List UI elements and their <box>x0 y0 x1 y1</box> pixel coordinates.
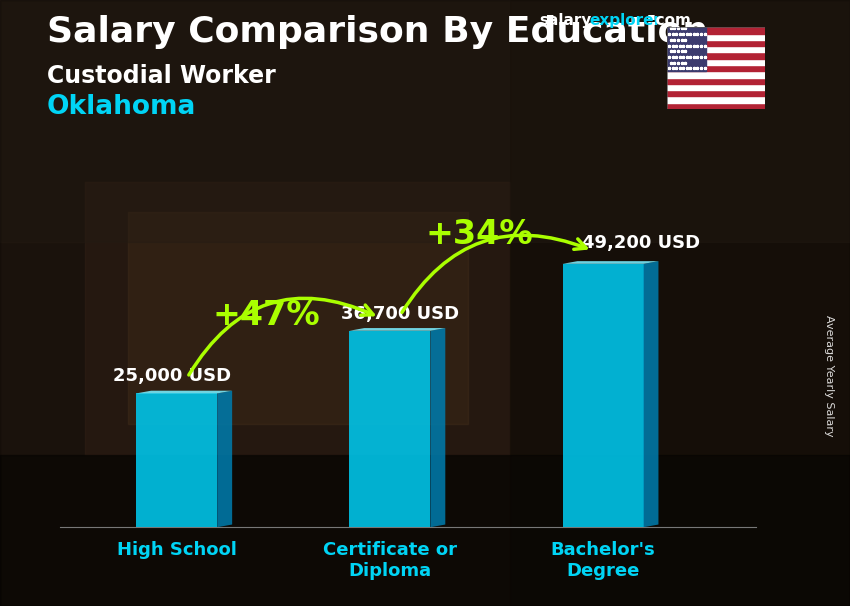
Polygon shape <box>218 391 232 527</box>
Bar <box>510 0 850 606</box>
Bar <box>667 27 706 72</box>
Bar <box>128 212 468 424</box>
Bar <box>85 182 510 454</box>
Text: 49,200 USD: 49,200 USD <box>582 234 700 252</box>
Polygon shape <box>563 261 659 264</box>
Polygon shape <box>136 391 232 393</box>
Bar <box>667 96 765 103</box>
Text: Average Yearly Salary: Average Yearly Salary <box>824 315 834 436</box>
Bar <box>667 53 765 59</box>
Bar <box>667 65 765 72</box>
Bar <box>0 454 850 606</box>
Polygon shape <box>349 328 445 331</box>
Text: Oklahoma: Oklahoma <box>47 94 196 120</box>
Bar <box>667 33 765 40</box>
Bar <box>667 78 765 84</box>
Text: 36,700 USD: 36,700 USD <box>342 305 460 323</box>
Bar <box>563 264 643 527</box>
Bar <box>667 72 765 78</box>
Bar <box>667 84 765 90</box>
Bar <box>0 0 850 242</box>
Bar <box>667 90 765 96</box>
Text: Custodial Worker: Custodial Worker <box>47 64 275 88</box>
Bar <box>667 40 765 46</box>
Text: explorer: explorer <box>589 13 661 28</box>
Bar <box>136 393 218 527</box>
Text: Salary Comparison By Education: Salary Comparison By Education <box>47 15 708 49</box>
Bar <box>349 331 430 527</box>
Text: +34%: +34% <box>426 218 533 251</box>
Text: salary: salary <box>540 13 592 28</box>
Polygon shape <box>430 328 445 527</box>
Bar <box>667 27 765 33</box>
Bar <box>667 103 765 109</box>
Text: +47%: +47% <box>212 299 320 332</box>
Text: 25,000 USD: 25,000 USD <box>113 367 231 385</box>
Bar <box>667 59 765 65</box>
Text: .com: .com <box>650 13 691 28</box>
Bar <box>667 46 765 53</box>
Polygon shape <box>643 261 659 527</box>
